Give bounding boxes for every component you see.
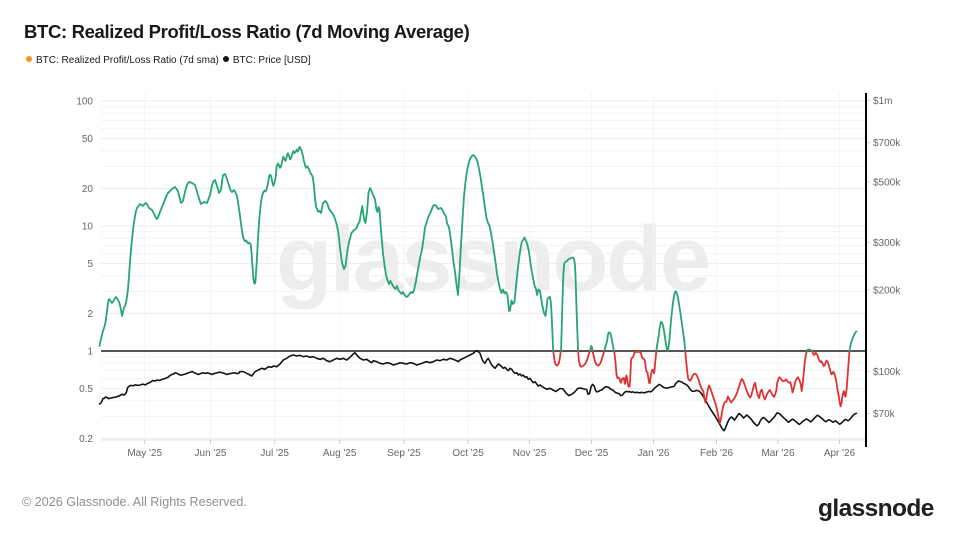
svg-text:10: 10	[82, 222, 94, 233]
svg-text:$200k: $200k	[873, 285, 901, 296]
svg-text:Jun '25: Jun '25	[195, 448, 227, 459]
svg-text:$100k: $100k	[873, 367, 901, 378]
svg-text:$700k: $700k	[873, 138, 901, 149]
svg-text:Sep '25: Sep '25	[387, 448, 421, 459]
svg-text:20: 20	[82, 184, 94, 195]
svg-text:Nov '25: Nov '25	[513, 448, 547, 459]
svg-text:2: 2	[87, 309, 93, 320]
svg-text:$500k: $500k	[873, 178, 901, 189]
svg-text:50: 50	[82, 134, 94, 145]
svg-text:Aug '25: Aug '25	[323, 448, 357, 459]
svg-text:May '25: May '25	[127, 448, 162, 459]
svg-text:Apr '26: Apr '26	[824, 448, 856, 459]
svg-text:$70k: $70k	[873, 409, 896, 420]
svg-text:Oct '25: Oct '25	[452, 448, 484, 459]
svg-text:Feb '26: Feb '26	[700, 448, 733, 459]
svg-text:$300k: $300k	[873, 238, 901, 249]
svg-text:Mar '26: Mar '26	[761, 448, 794, 459]
svg-text:1: 1	[87, 347, 93, 358]
svg-text:5: 5	[87, 259, 93, 270]
svg-text:Jan '26: Jan '26	[638, 448, 670, 459]
svg-text:0.2: 0.2	[79, 434, 93, 445]
svg-text:0.5: 0.5	[79, 384, 93, 395]
svg-text:$1m: $1m	[873, 96, 892, 107]
svg-text:100: 100	[76, 97, 93, 108]
svg-text:Dec '25: Dec '25	[575, 448, 609, 459]
svg-text:Jul '25: Jul '25	[260, 448, 289, 459]
